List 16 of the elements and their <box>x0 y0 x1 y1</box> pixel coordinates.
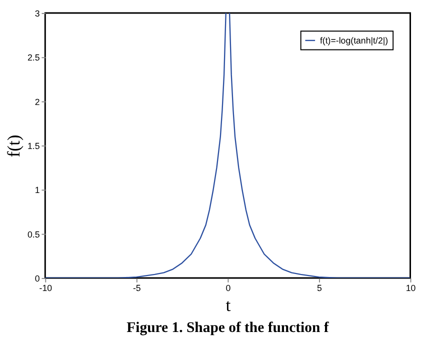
y-tick-label: 1.5 <box>27 140 40 151</box>
y-tick-label: 0.5 <box>27 229 40 240</box>
text: Figure 1. Shape of the function f <box>126 320 330 336</box>
x-axis-title: t <box>226 294 231 315</box>
x-tick-label: 5 <box>317 283 322 294</box>
y-tick-label: 2 <box>34 96 40 107</box>
x-tick-label: 0 <box>226 283 231 294</box>
legend-label: f(t)=-log(tanh|t/2|) <box>320 35 388 46</box>
y-tick-label: 3 <box>34 8 40 18</box>
x-tick-label: 10 <box>406 283 416 294</box>
y-tick-label: 0 <box>34 273 40 284</box>
y-tick-label: 2.5 <box>27 52 40 63</box>
x-tick-label: -5 <box>132 283 141 294</box>
y-axis-title: f(t) <box>4 134 24 158</box>
y-tick-label: 1 <box>34 185 40 196</box>
x-tick-label: -10 <box>39 283 52 294</box>
